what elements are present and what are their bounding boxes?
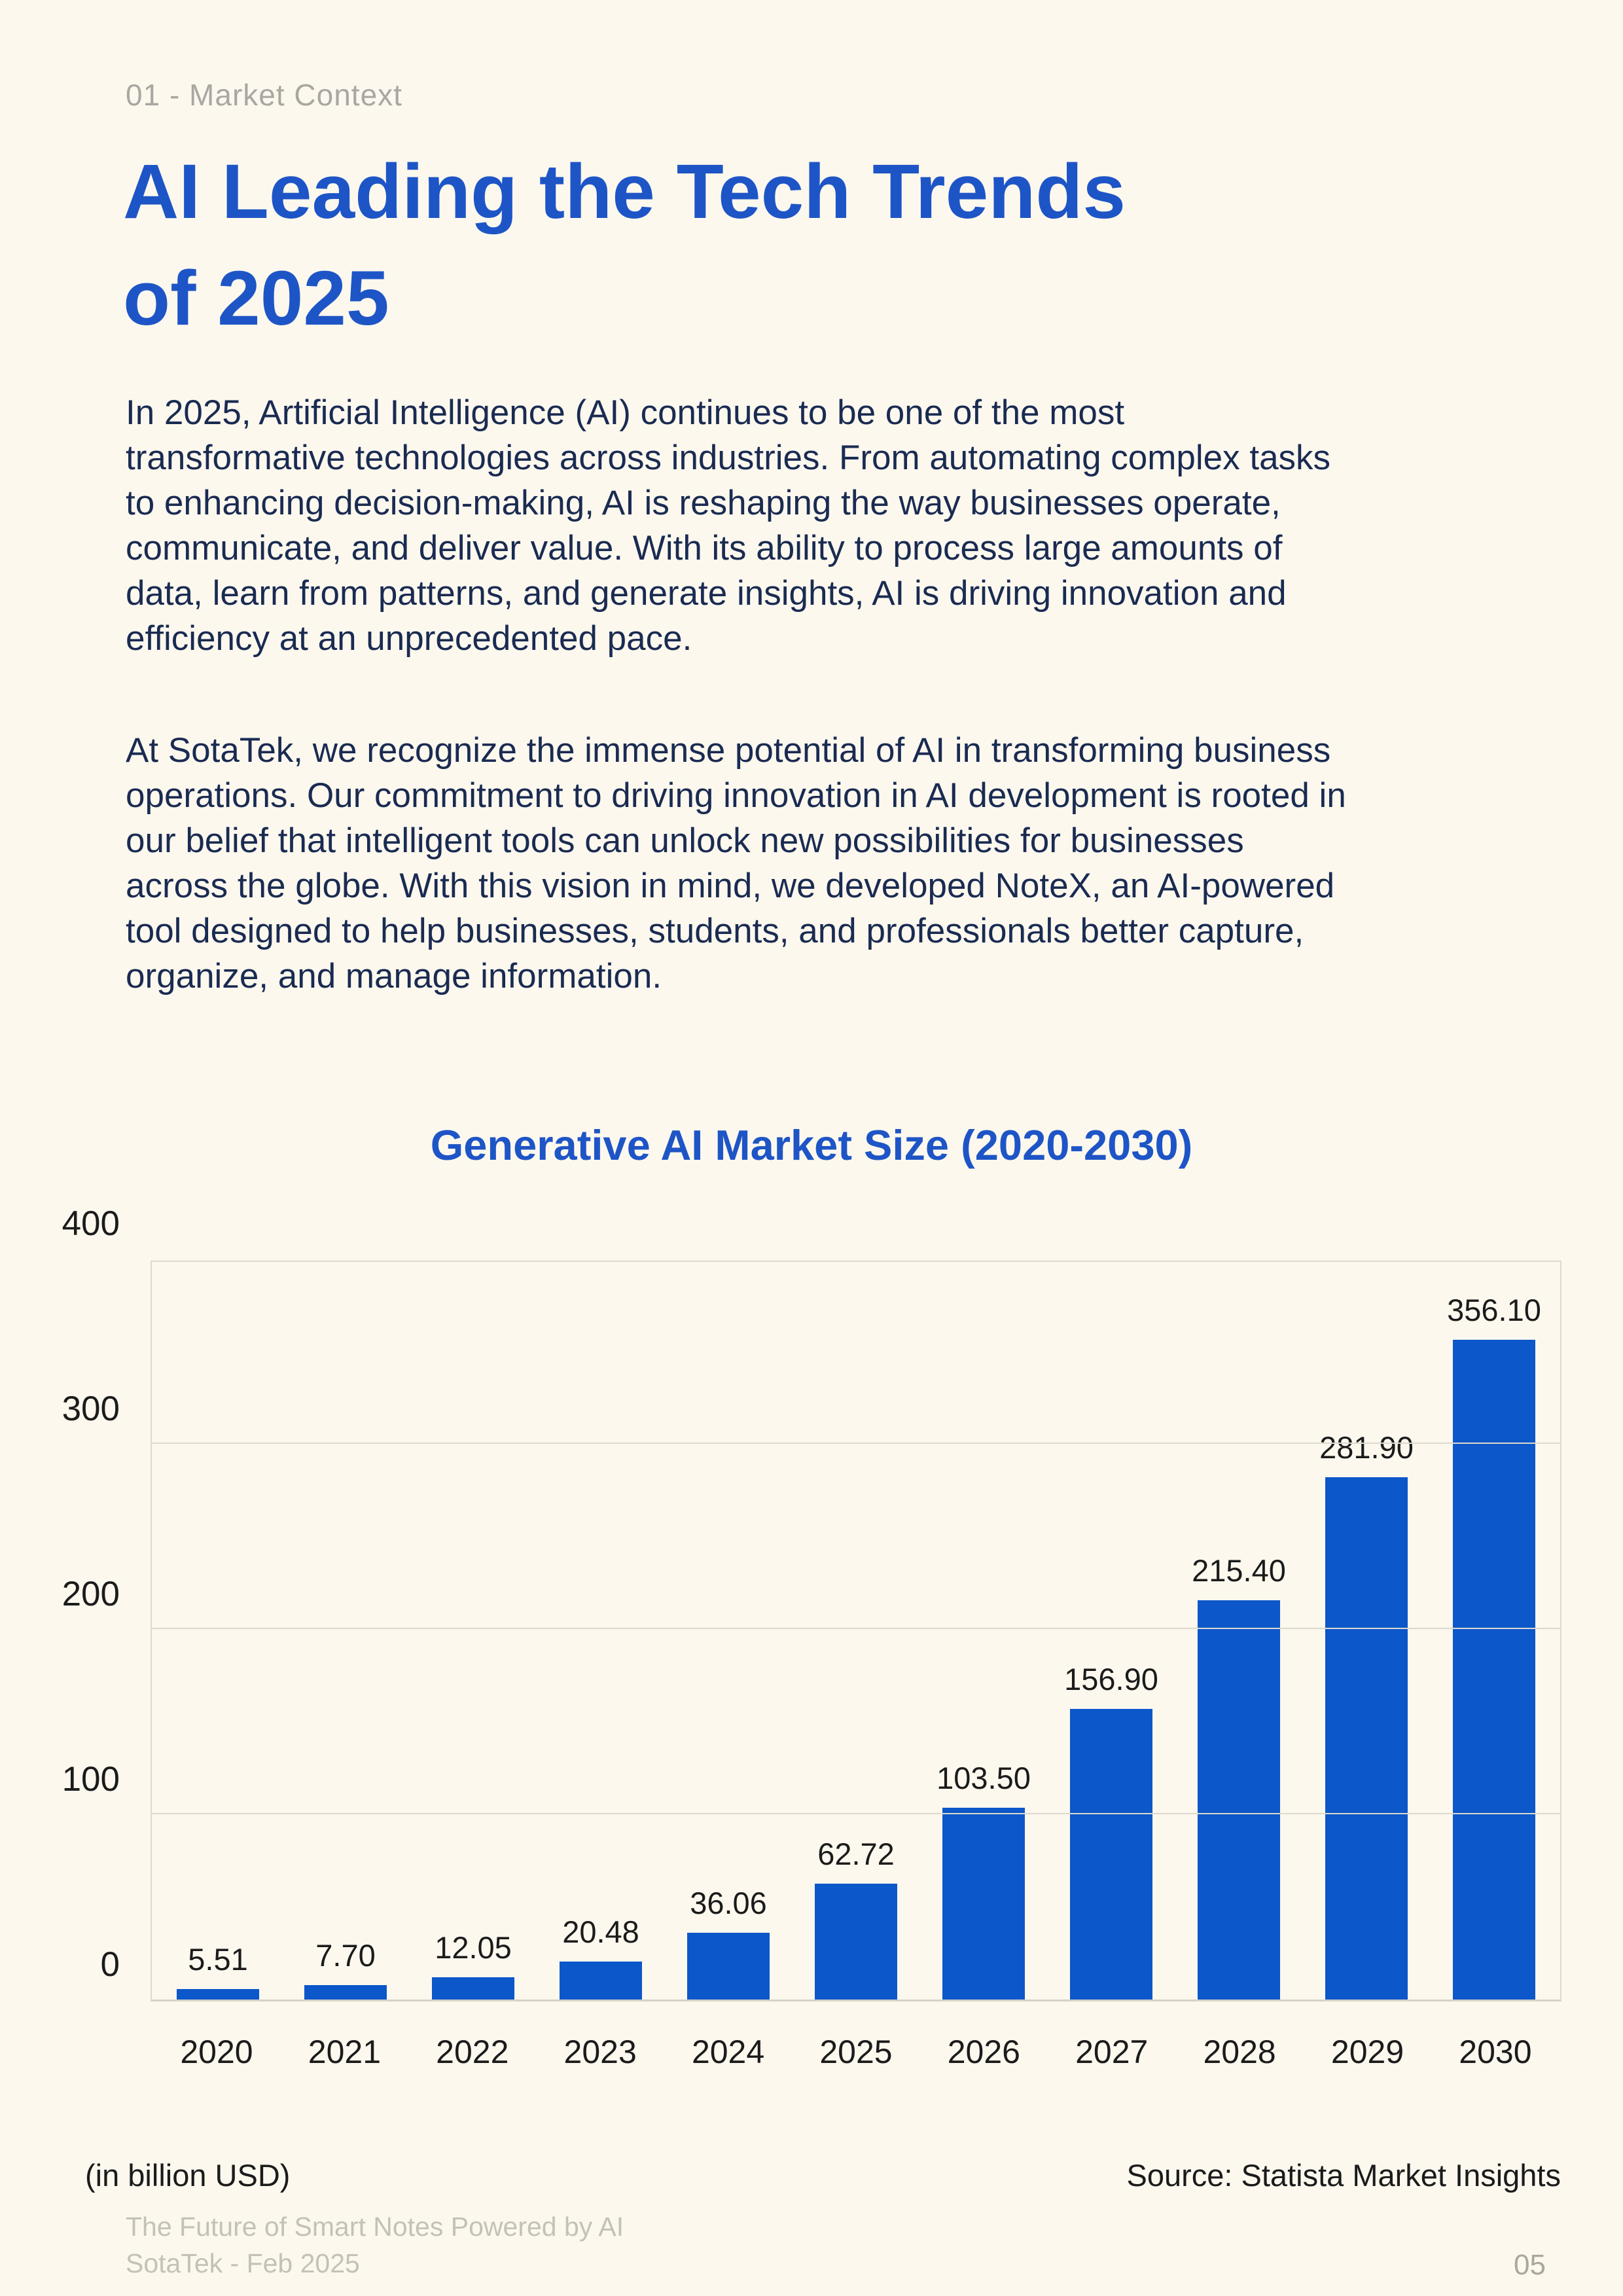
x-tick-label: 2028 xyxy=(1203,2034,1276,2070)
bar-column: 20.48 xyxy=(560,1262,642,2000)
bar xyxy=(304,1985,387,2000)
page-title: AI Leading the Tech Trends of 2025 xyxy=(123,139,1126,352)
text-line: to enhancing decision-making, AI is resh… xyxy=(126,484,1281,522)
bar-value-label: 356.10 xyxy=(1447,1293,1541,1328)
x-tick-label: 2023 xyxy=(563,2034,637,2070)
bar-value-label: 12.05 xyxy=(435,1929,512,1965)
footer-line2: SotaTek - Feb 2025 xyxy=(126,2248,360,2278)
bar-value-label: 103.50 xyxy=(936,1761,1031,1796)
gridline xyxy=(152,1813,1560,1814)
source-note: Source: Statista Market Insights xyxy=(1126,2158,1561,2193)
bar-column: 156.90 xyxy=(1064,1262,1158,2000)
x-axis: 2020 2021 2022 2023 2024 2025 2026 2027 2028 2029… xyxy=(151,2033,1561,2071)
text-line: At SotaTek, we recognize the immense pot… xyxy=(126,731,1331,770)
bar-column: 281.90 xyxy=(1319,1262,1414,2000)
bar-value-label: 5.51 xyxy=(188,1942,248,1977)
x-tick-label: 2022 xyxy=(436,2034,509,2070)
bar-column: 356.10 xyxy=(1447,1262,1541,2000)
bar xyxy=(1198,1600,1280,2000)
intro-paragraph: In 2025, Artificial Intelligence (AI) co… xyxy=(126,390,1330,661)
x-tick-label: 2025 xyxy=(819,2034,893,2070)
bar-column: 5.51 xyxy=(177,1262,259,2000)
sotatek-paragraph: At SotaTek, we recognize the immense pot… xyxy=(126,728,1346,999)
text-line: our belief that intelligent tools can un… xyxy=(126,821,1244,860)
bar-value-label: 36.06 xyxy=(690,1885,767,1920)
chart-title: Generative AI Market Size (2020-2030) xyxy=(430,1121,1193,1169)
x-tick-label: 2026 xyxy=(947,2034,1020,2070)
bar xyxy=(815,1883,897,2000)
unit-note: (in billion USD) xyxy=(85,2158,291,2193)
text-line: efficiency at an unprecedented pace. xyxy=(126,619,692,658)
text-line: data, learn from patterns, and generate … xyxy=(126,574,1287,613)
y-tick-label: 400 xyxy=(62,1204,120,1243)
bar-column: 215.40 xyxy=(1192,1262,1286,2000)
bar xyxy=(1325,1477,1408,2000)
bar-value-label: 62.72 xyxy=(817,1836,895,1871)
bar xyxy=(560,1962,642,2000)
text-line: across the globe. With this vision in mi… xyxy=(126,867,1335,905)
text-line: operations. Our commitment to driving in… xyxy=(126,776,1346,815)
bar-column: 7.70 xyxy=(304,1262,387,2000)
x-tick-label: 2027 xyxy=(1075,2034,1149,2070)
page-number: 05 xyxy=(1514,2249,1546,2281)
bar xyxy=(432,1977,514,2000)
bar-chart: 0 100 200 300 400 5.51 7.70 12.05 20.48 36.06 62.… xyxy=(62,1206,1561,2070)
text-line: tool designed to help businesses, studen… xyxy=(126,912,1304,950)
bar-value-label: 20.48 xyxy=(562,1914,639,1950)
y-tick-label: 100 xyxy=(62,1760,120,1799)
bar-column: 36.06 xyxy=(687,1262,770,2000)
section-eyebrow: 01 - Market Context xyxy=(126,78,402,112)
bar-value-label: 7.70 xyxy=(315,1938,376,1973)
bar xyxy=(942,1808,1025,2000)
bar-column: 62.72 xyxy=(815,1262,897,2000)
plot-area: 5.51 7.70 12.05 20.48 36.06 62.72 103.50 156.90… xyxy=(151,1261,1561,2001)
gridline xyxy=(152,1628,1560,1629)
bar xyxy=(1070,1708,1152,2000)
y-tick-label: 300 xyxy=(62,1390,120,1428)
y-axis: 0 100 200 300 400 xyxy=(0,1206,134,2001)
bar-value-label: 156.90 xyxy=(1064,1661,1158,1696)
bar xyxy=(1453,1340,1535,2000)
bar-column: 103.50 xyxy=(936,1262,1031,2000)
gridline xyxy=(152,1443,1560,1444)
x-tick-label: 2021 xyxy=(308,2034,381,2070)
text-line: In 2025, Artificial Intelligence (AI) co… xyxy=(126,393,1125,432)
text-line: transformative technologies across indus… xyxy=(126,439,1331,477)
text-line: communicate, and deliver value. With its… xyxy=(126,529,1283,567)
bar xyxy=(177,1989,259,2000)
bar-value-label: 215.40 xyxy=(1192,1553,1286,1588)
y-tick-label: 0 xyxy=(100,1945,120,1984)
page-title-line2: of 2025 xyxy=(123,255,389,342)
bar-value-label: 281.90 xyxy=(1319,1430,1414,1465)
chart-notes: (in billion USD) Source: Statista Market… xyxy=(85,2157,1561,2193)
x-tick-label: 2030 xyxy=(1459,2034,1532,2070)
bar-column: 12.05 xyxy=(432,1262,514,2000)
page-title-line1: AI Leading the Tech Trends xyxy=(123,149,1126,235)
bars-row: 5.51 7.70 12.05 20.48 36.06 62.72 103.50 156.90… xyxy=(152,1262,1560,2000)
x-tick-label: 2020 xyxy=(180,2034,253,2070)
page-footer: The Future of Smart Notes Powered by AI … xyxy=(126,2208,624,2282)
x-tick-label: 2024 xyxy=(691,2034,765,2070)
bar xyxy=(687,1932,770,2000)
footer-line1: The Future of Smart Notes Powered by AI xyxy=(126,2212,624,2242)
x-tick-label: 2029 xyxy=(1330,2034,1404,2070)
y-tick-label: 200 xyxy=(62,1575,120,1613)
text-line: organize, and manage information. xyxy=(126,957,662,996)
